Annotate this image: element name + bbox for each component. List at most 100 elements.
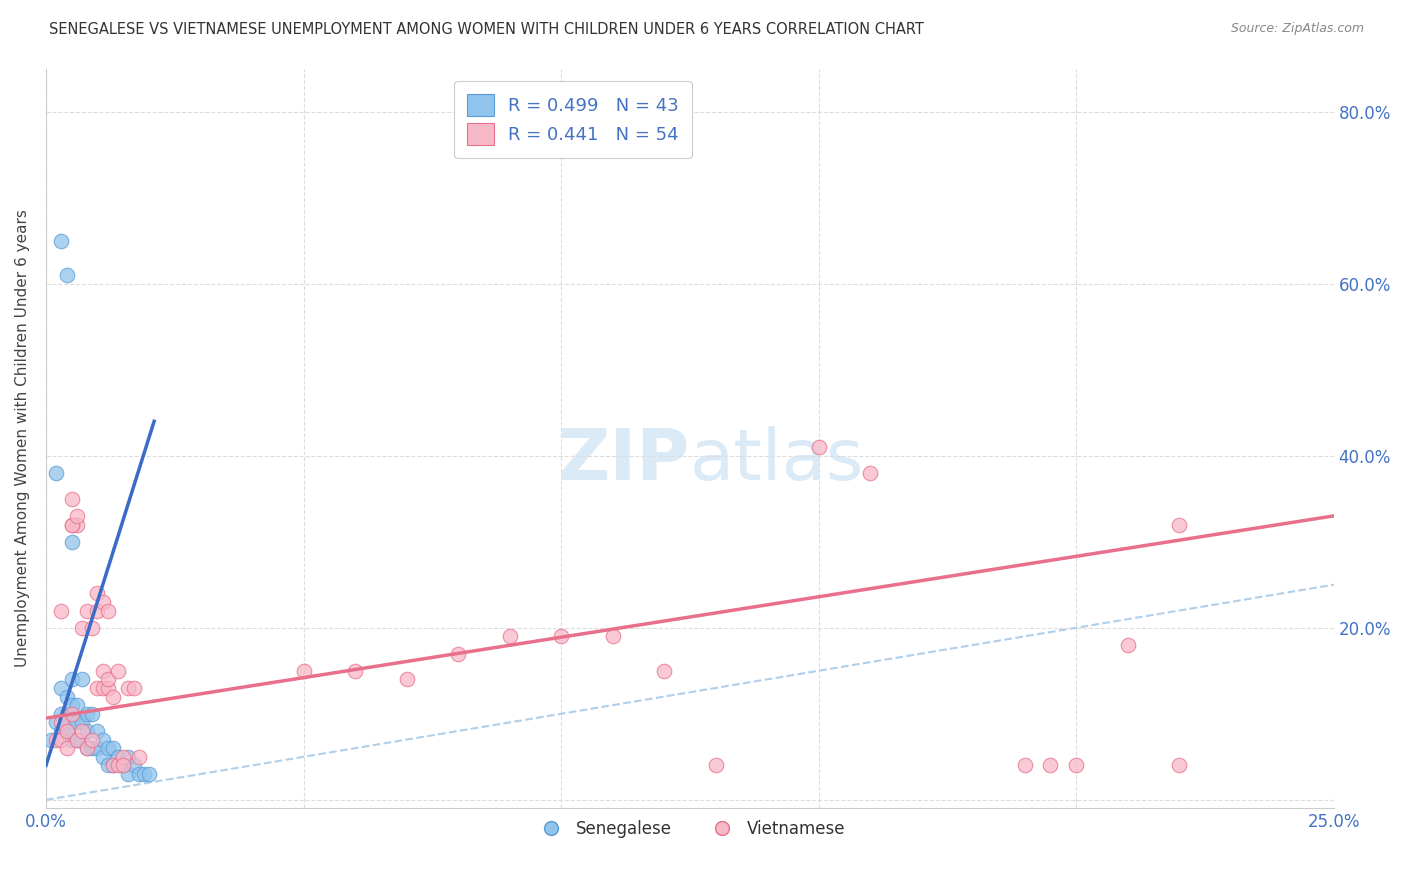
Point [602,629,624,643]
Text: ZIP: ZIP [558,426,690,495]
Point [82,741,104,756]
Point [101,758,124,772]
Point [91,595,114,609]
Point [86,603,108,617]
Point [76,603,98,617]
Point [70,715,93,730]
Point [128,767,150,781]
Point [60,534,83,549]
Point [101,758,124,772]
Point [132,767,155,781]
Point [117,749,139,764]
Point [101,741,124,756]
Point [66,715,89,730]
Point [55,724,77,739]
Point [51,706,73,721]
Point [51,603,73,617]
Point [70,724,93,739]
Point [1039,758,1062,772]
Point [86,741,108,756]
Point [70,673,93,687]
Point [60,491,83,506]
Point [51,724,73,739]
Point [343,664,366,678]
Point [86,724,108,739]
Point [51,234,73,248]
Point [1014,758,1036,772]
Point [55,724,77,739]
Point [498,629,520,643]
Point [292,664,315,678]
Text: SENEGALESE VS VIETNAMESE UNEMPLOYMENT AMONG WOMEN WITH CHILDREN UNDER 6 YEARS CO: SENEGALESE VS VIETNAMESE UNEMPLOYMENT AM… [49,22,924,37]
Point [91,749,114,764]
Point [76,741,98,756]
Point [51,715,73,730]
Point [97,758,120,772]
Point [55,706,77,721]
Point [66,508,89,523]
Point [97,681,120,695]
Legend: Senegalese, Vietnamese: Senegalese, Vietnamese [527,814,852,845]
Point [1064,758,1087,772]
Text: Source: ZipAtlas.com: Source: ZipAtlas.com [1230,22,1364,36]
Point [51,732,73,747]
Point [86,681,108,695]
Point [60,715,83,730]
Point [91,664,114,678]
Point [1168,758,1191,772]
Point [60,732,83,747]
Point [97,603,120,617]
Point [112,749,135,764]
Point [76,741,98,756]
Point [51,681,73,695]
Text: atlas: atlas [690,426,865,495]
Point [97,741,120,756]
Point [395,673,418,687]
Point [550,629,572,643]
Point [55,690,77,704]
Point [55,268,77,282]
Point [70,621,93,635]
Point [45,732,67,747]
Point [82,706,104,721]
Point [117,767,139,781]
Point [45,715,67,730]
Point [107,758,129,772]
Point [66,732,89,747]
Point [76,706,98,721]
Point [447,647,470,661]
Point [128,749,150,764]
Point [97,673,120,687]
Point [82,732,104,747]
Point [1168,517,1191,532]
Point [70,732,93,747]
Point [82,621,104,635]
Point [60,698,83,713]
Point [112,758,135,772]
Point [66,732,89,747]
Point [66,698,89,713]
Point [86,586,108,600]
Point [652,664,675,678]
Point [60,673,83,687]
Point [66,517,89,532]
Point [101,690,124,704]
Point [91,681,114,695]
Point [807,440,830,454]
Point [45,466,67,480]
Point [39,732,62,747]
Y-axis label: Unemployment Among Women with Children Under 6 years: Unemployment Among Women with Children U… [15,210,30,667]
Point [1116,638,1139,652]
Point [859,466,882,480]
Point [122,758,145,772]
Point [138,767,160,781]
Point [60,517,83,532]
Point [122,681,145,695]
Point [704,758,727,772]
Point [91,732,114,747]
Point [107,749,129,764]
Point [107,664,129,678]
Point [76,724,98,739]
Point [55,741,77,756]
Point [117,681,139,695]
